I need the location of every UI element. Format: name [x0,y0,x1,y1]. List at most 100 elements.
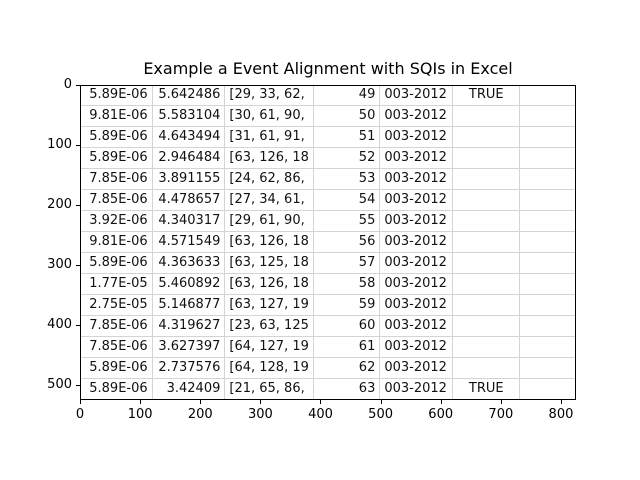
table-cell: 63 [313,378,381,400]
x-tick-label: 0 [75,407,85,422]
table-row: 9.81E-06 4.571549 [63, 126, 18 56 003-2012 [80,231,576,253]
y-tick-label: 500 [47,377,72,392]
table-row: 5.89E-06 2.946484 [63, 126, 18 52 003-2012 [80,147,576,169]
table-cell: [64, 127, 19 [224,336,314,358]
table-row: 9.81E-06 5.583104 [30, 61, 90, 50 003-2012 [80,105,576,127]
table-cell: 003-2012 [379,336,454,358]
table-cell: 2.946484 [152,147,226,169]
table-cell [519,189,576,211]
table-cell [452,105,521,127]
x-tick-mark [440,400,442,404]
table-cell: 60 [313,315,381,337]
x-tick-label: 200 [187,407,213,422]
table-row: 5.89E-06 4.643494 [31, 61, 91, 51 003-2012 [80,126,576,148]
table-cell: 7.85E-06 [80,336,153,358]
table-cell: 003-2012 [379,85,454,106]
table-cell: TRUE [452,85,521,106]
table-cell: 3.627397 [152,336,226,358]
table-cell: [64, 128, 19 [224,357,314,379]
table-row: 7.85E-06 4.319627 [23, 63, 125 60 003-2012 [80,315,576,337]
table-row: 2.75E-05 5.146877 [63, 127, 19 59 003-2012 [80,294,576,316]
table-cell: 5.642486 [152,85,226,106]
table-row: 7.85E-06 3.891155 [24, 62, 86, 53 003-2012 [80,168,576,190]
table-cell: [21, 65, 86, [224,378,314,400]
table-cell: 003-2012 [379,378,454,400]
x-tick-mark [560,400,562,404]
table-cell: [24, 62, 86, [224,168,314,190]
table-cell: [29, 61, 90, [224,210,314,232]
table-cell [452,357,521,379]
y-tick-label: 200 [47,197,72,212]
table-cell [519,273,576,295]
table-cell: [29, 33, 62, [224,85,314,106]
table-cell [519,210,576,232]
table-cell: [63, 127, 19 [224,294,314,316]
table-cell [452,273,521,295]
table-row: 5.89E-06 4.363633 [63, 125, 18 57 003-2012 [80,252,576,274]
x-tick-mark [500,400,502,404]
table-cell: 4.340317 [152,210,226,232]
table-cell: [63, 126, 18 [224,147,314,169]
table-row: 7.85E-06 4.478657 [27, 34, 61, 54 003-2012 [80,189,576,211]
x-tick-mark [140,400,142,404]
table-cell [452,189,521,211]
table-cell [452,336,521,358]
table-cell [519,357,576,379]
table-cell [452,252,521,274]
table-cell [519,231,576,253]
table-cell: TRUE [452,378,521,400]
table-cell: 1.77E-05 [80,273,153,295]
table-cell: 5.460892 [152,273,226,295]
x-tick-label: 300 [247,407,273,422]
x-tick-label: 100 [127,407,153,422]
table-cell: 3.42409 [152,378,226,400]
x-tick-mark [200,400,202,404]
table-cell: 003-2012 [379,273,454,295]
x-tick-label: 400 [308,407,333,422]
table-cell: 003-2012 [379,399,454,400]
x-tick-label: 600 [428,407,454,422]
table-cell [452,168,521,190]
table-cell [519,105,576,127]
table-cell [452,315,521,337]
table-cell: 4.319627 [152,315,226,337]
table-cell: 5.89E-06 [80,85,153,106]
table-cell: 56 [313,231,381,253]
table-cell [519,147,576,169]
table-cell: 7.85E-06 [80,189,153,211]
y-tick-label: 400 [47,317,72,332]
table-cell: [63, 126, 18 [224,231,314,253]
table-cell: 58 [313,273,381,295]
table-cell: 5.89E-06 [80,126,153,148]
table-cell: 003-2012 [379,147,454,169]
table-cell: 003-2012 [379,126,454,148]
table-cell [452,294,521,316]
table-cell: 003-2012 [379,105,454,127]
table-cell [452,126,521,148]
y-tick-mark [76,145,80,146]
table-cell: 2.75E-05 [80,294,153,316]
table-cell: [27, 34, 61, [224,189,314,211]
table-row: 5.89E-06 2.737576 [64, 128, 19 62 003-2012 [80,357,576,379]
table-cell: 61 [313,336,381,358]
table-cell: 57 [313,252,381,274]
table-cell: 4.571549 [152,231,226,253]
table-cell: 003-2012 [379,252,454,274]
table-cell: [63, 125, 18 [224,252,314,274]
table-cell: 5.89E-06 [80,399,153,400]
table-row: 7.85E-06 3.627397 [64, 127, 19 61 003-2012 [80,336,576,358]
table-cell: 003-2012 [379,294,454,316]
table-cell [452,231,521,253]
table-cell [519,378,576,400]
spreadsheet-body: 5.89E-06 5.642486 [29, 33, 62, 49 003-2012 TR… [80,85,576,400]
table-cell: 3.475955 [152,399,226,400]
table-cell: 4.478657 [152,189,226,211]
table-cell: 3.92E-06 [80,210,153,232]
table-cell [519,294,576,316]
figure-title: Example a Event Alignment with SQIs in E… [143,59,513,78]
y-tick-label: 100 [47,137,72,152]
table-cell: 5.89E-06 [80,378,153,400]
table-cell: 55 [313,210,381,232]
table-cell [452,399,521,400]
table-cell: 51 [313,126,381,148]
